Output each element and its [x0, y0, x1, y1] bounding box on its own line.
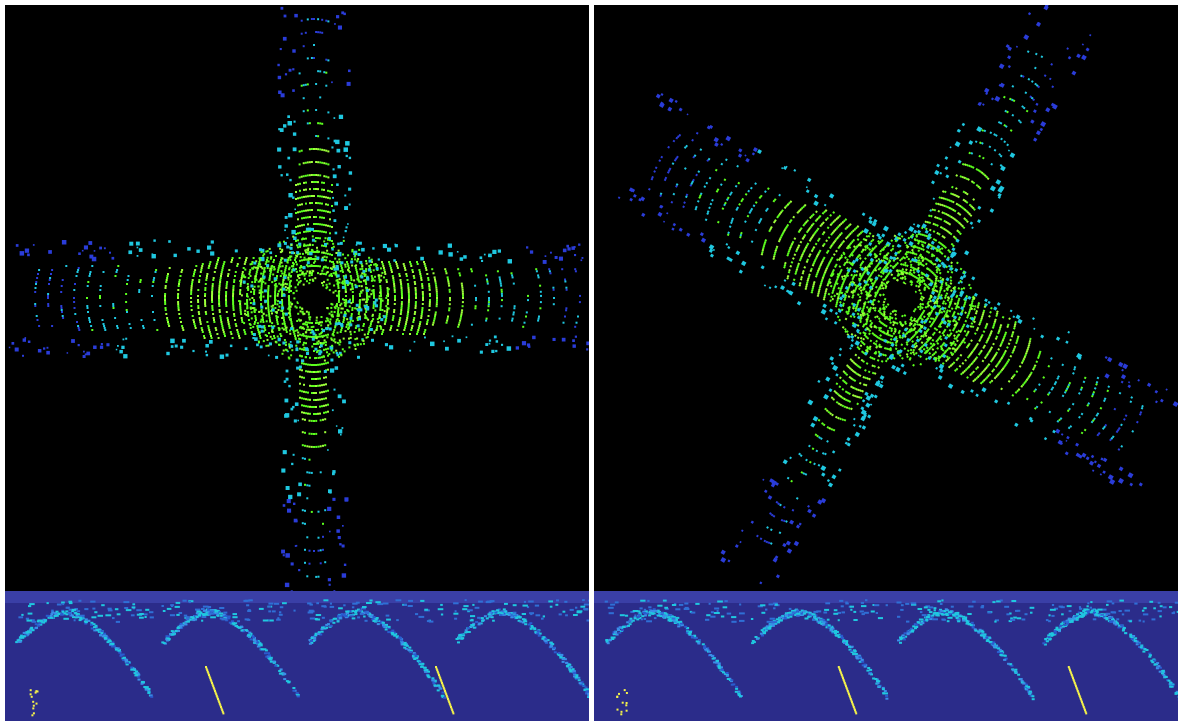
range-image-right — [594, 591, 1178, 721]
birdseye-point-cloud-right — [594, 5, 1178, 591]
range-image-left — [5, 591, 589, 721]
point-cloud-points — [594, 5, 1178, 591]
birdseye-point-cloud-left — [5, 5, 589, 591]
ego-vehicle-shadow — [297, 284, 329, 310]
point-cloud-points — [5, 5, 589, 591]
point-cloud-panel-left — [5, 5, 589, 721]
point-cloud-panel-right — [594, 5, 1178, 721]
